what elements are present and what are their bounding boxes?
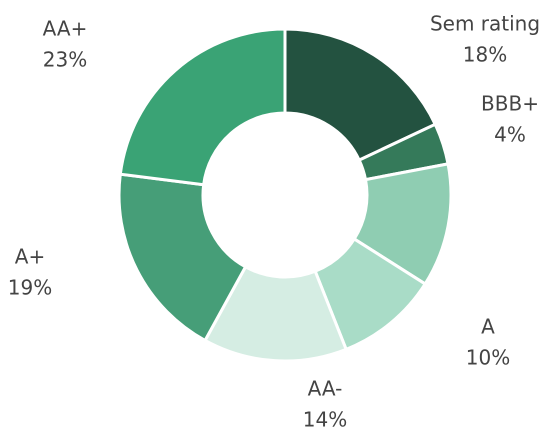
value-label: 10%: [466, 346, 510, 370]
donut-segment: [118, 27, 287, 187]
category-label: A: [481, 315, 495, 339]
value-label: 4%: [494, 123, 526, 147]
donut-segment: [117, 172, 248, 343]
value-label: 19%: [8, 276, 52, 300]
donut-segment: [283, 27, 438, 163]
category-label: AA+: [43, 17, 88, 41]
category-label: A+: [15, 245, 45, 269]
category-label: BBB+: [481, 92, 539, 116]
category-label: Sem rating: [430, 12, 540, 36]
value-label: 14%: [303, 408, 347, 432]
value-label: 23%: [43, 48, 87, 72]
category-label: AA-: [308, 377, 343, 401]
value-label: 18%: [463, 43, 507, 67]
